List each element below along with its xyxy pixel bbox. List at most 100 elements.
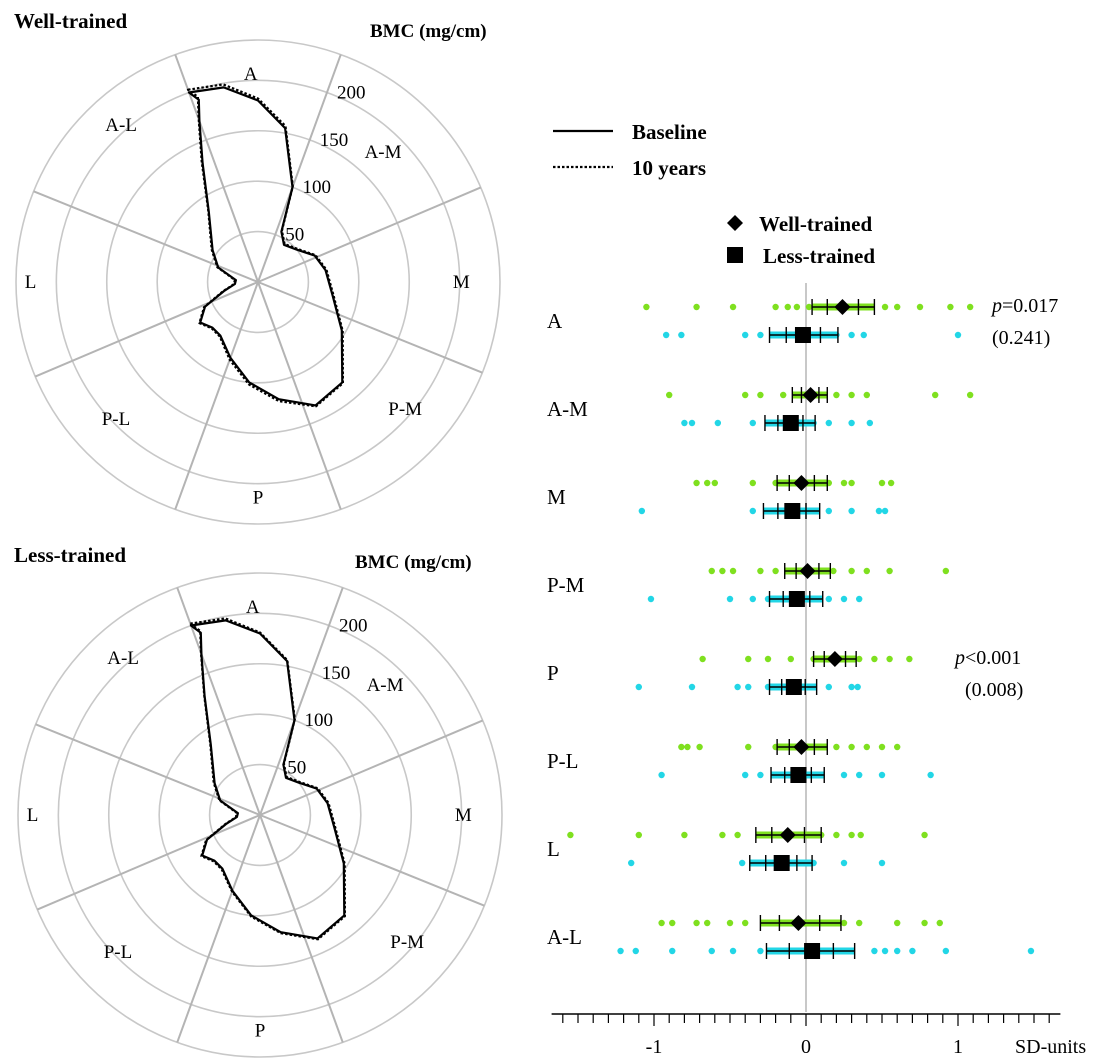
data-point [894, 743, 901, 751]
polar-ten-years-line [186, 83, 344, 408]
p-value-annotations: p=0.017(0.241)p<0.001(0.008) [953, 295, 1058, 701]
data-point [947, 303, 954, 311]
category-labels: A A-M M P-M P P-L L A-L [547, 309, 588, 949]
data-point [833, 391, 840, 399]
polar-spoke [259, 587, 344, 816]
polar-sector-label: L [25, 272, 37, 293]
mean-square [804, 943, 821, 959]
data-point [780, 391, 787, 399]
marker-legend: Well-trained Less-trained [727, 212, 875, 268]
data-point [757, 947, 764, 955]
data-point [857, 831, 864, 839]
data-point [669, 919, 676, 927]
data-point [921, 919, 928, 927]
data-point [932, 391, 939, 399]
data-point [848, 331, 855, 339]
data-point [878, 771, 886, 779]
well-trained-series [567, 299, 974, 931]
data-point [708, 567, 715, 575]
data-point [871, 947, 878, 955]
data-point [635, 683, 642, 691]
data-point [708, 947, 715, 955]
p-symbol: p [990, 295, 1002, 317]
data-point [825, 595, 832, 603]
p-symbol: p [953, 647, 965, 669]
mean-square [785, 679, 802, 695]
mean-square [782, 415, 799, 431]
polar-ring [15, 39, 501, 525]
legend-less-trained-label: Less-trained [763, 244, 875, 268]
data-point [681, 419, 688, 427]
data-point [772, 303, 779, 311]
polar-sector-label: A-L [105, 115, 137, 136]
mean-diamond [790, 915, 807, 931]
data-point [643, 303, 650, 311]
data-point [617, 947, 624, 955]
data-point [738, 859, 746, 867]
data-point [848, 743, 855, 751]
category-label: L [547, 837, 560, 861]
data-point [854, 683, 861, 691]
data-point [757, 331, 764, 339]
polar-sector-label: A-M [365, 142, 402, 163]
mean-diamond [793, 475, 810, 491]
polar-radial-tick-label: 150 [320, 130, 349, 151]
data-point [856, 655, 863, 663]
polar-spoke [257, 54, 342, 283]
data-point [840, 859, 848, 867]
data-point [647, 595, 655, 603]
data-point [833, 831, 840, 839]
data-point [927, 771, 934, 779]
polar-title: Less-trained [14, 543, 126, 567]
data-point [894, 919, 901, 927]
dot-series [567, 299, 1035, 959]
data-point [719, 831, 726, 839]
polar-labels: 50 100 150 200 A A-M M P-M P P-L L A-L [27, 597, 472, 1041]
data-point [693, 479, 700, 487]
polar-radial-tick-label: 200 [337, 82, 366, 103]
polar-spokes [35, 587, 485, 1043]
polar-spoke [257, 281, 483, 374]
data-point [881, 507, 889, 515]
data-point [805, 303, 813, 311]
data-point [966, 391, 974, 399]
data-point [688, 683, 696, 691]
polar-spoke [257, 186, 482, 283]
data-point [863, 391, 870, 399]
data-point [863, 567, 870, 575]
data-point [749, 595, 756, 603]
data-point [848, 419, 855, 427]
polar-ring [57, 612, 463, 1018]
data-point [881, 303, 889, 311]
data-point [878, 859, 886, 867]
data-point [921, 831, 928, 839]
data-point [848, 831, 855, 839]
polar-spoke [35, 723, 261, 816]
category-label: A [547, 309, 563, 333]
polar-ring [107, 662, 413, 968]
category-label: M [547, 485, 566, 509]
data-point [658, 919, 665, 927]
mean-diamond [779, 827, 796, 843]
data-point [681, 831, 688, 839]
mean-square [794, 327, 811, 343]
data-point [787, 655, 794, 663]
data-point [669, 947, 676, 955]
data-point [825, 507, 832, 515]
data-point [745, 743, 752, 751]
polar-ring [55, 79, 461, 485]
data-point [894, 303, 901, 311]
data-point [840, 771, 848, 779]
data-point [840, 595, 848, 603]
polar-chart-well-trained: 50 100 150 200 A A-M M P-M P P-L L A-L Well-trained… [14, 9, 501, 525]
data-point [688, 419, 696, 427]
data-point [886, 567, 893, 575]
polar-spoke [36, 814, 261, 911]
polar-sector-label: A-L [107, 648, 139, 669]
data-point [729, 947, 737, 955]
data-point [878, 743, 886, 751]
data-point [693, 919, 700, 927]
x-axis-label: SD-units [1015, 1036, 1086, 1058]
polar-ten-years-line [189, 617, 346, 941]
data-point [742, 771, 749, 779]
